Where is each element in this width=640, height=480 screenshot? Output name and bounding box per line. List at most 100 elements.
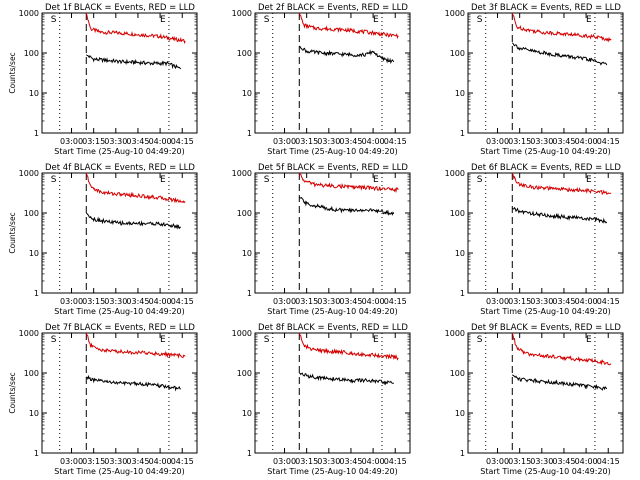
y-tick-label: 10 xyxy=(242,249,252,258)
x-tick-label: 03:45 xyxy=(339,457,362,466)
y-tick-label: 1000 xyxy=(445,9,465,18)
plot-frame xyxy=(41,12,198,134)
x-tick-label: 03:15 xyxy=(295,137,318,146)
marker-label: E xyxy=(373,175,379,185)
y-tick-label: 100 xyxy=(237,369,252,378)
detector-panel-6: Det 6f BLACK = Events, RED = LLD 1 10 100 10… xyxy=(445,163,624,316)
x-tick-label: 04:00 xyxy=(362,137,385,146)
detector-panel-2: Det 2f BLACK = Events, RED = LLD 1 10 100 10… xyxy=(232,3,411,156)
x-tick-label: 03:30 xyxy=(104,137,127,146)
x-tick-label: 04:00 xyxy=(575,137,598,146)
x-tick-label: 03:30 xyxy=(530,457,553,466)
detector-panel-9: Det 9f BLACK = Events, RED = LLD 1 10 100 10… xyxy=(445,323,624,476)
lld-series-line xyxy=(85,172,186,204)
x-tick-label: 04:15 xyxy=(171,137,194,146)
marker-label: E xyxy=(160,175,166,185)
plot-frame xyxy=(254,172,411,294)
y-tick-label: 1 xyxy=(247,129,252,138)
x-tick-label: 04:00 xyxy=(575,297,598,306)
lld-series-line xyxy=(511,172,612,196)
detector-panel-3: Det 3f BLACK = Events, RED = LLD 1 10 100 10… xyxy=(445,3,624,156)
marker-label: S xyxy=(477,335,483,345)
x-tick-label: 03:30 xyxy=(104,457,127,466)
events-series-line xyxy=(512,374,608,391)
x-axis-label: Start Time (25-Aug-10 04:49:20) xyxy=(54,307,185,316)
x-tick-label: 03:30 xyxy=(104,297,127,306)
y-axis-label: Counts/sec xyxy=(8,212,17,253)
x-axis-label: Start Time (25-Aug-10 04:49:20) xyxy=(480,307,611,316)
y-tick-label: 1000 xyxy=(19,329,39,338)
y-tick-label: 10 xyxy=(242,409,252,418)
x-tick-label: 03:15 xyxy=(508,137,531,146)
plot-frame xyxy=(254,332,411,454)
y-tick-label: 100 xyxy=(24,209,39,218)
detector-panel-8: Det 8f BLACK = Events, RED = LLD 1 10 100 10… xyxy=(232,323,411,476)
x-tick-label: 04:15 xyxy=(597,297,620,306)
x-tick-label: 03:00 xyxy=(60,137,83,146)
x-tick-label: 04:00 xyxy=(149,457,172,466)
plot-frame xyxy=(467,332,624,454)
x-tick-label: 03:00 xyxy=(60,457,83,466)
x-tick-label: 03:30 xyxy=(530,137,553,146)
y-tick-label: 10 xyxy=(29,89,39,98)
marker-label: S xyxy=(51,15,57,25)
x-tick-label: 04:15 xyxy=(597,137,620,146)
x-tick-label: 03:00 xyxy=(273,457,296,466)
x-axis-label: Start Time (25-Aug-10 04:49:20) xyxy=(267,307,398,316)
y-tick-label: 1000 xyxy=(232,169,252,178)
y-tick-label: 100 xyxy=(24,49,39,58)
plot-frame xyxy=(41,332,198,454)
x-tick-label: 03:15 xyxy=(508,457,531,466)
plot-frame xyxy=(254,12,411,134)
y-tick-label: 1 xyxy=(460,449,465,458)
marker-label: S xyxy=(477,175,483,185)
y-tick-label: 10 xyxy=(455,89,465,98)
lld-series-line xyxy=(298,172,399,194)
y-tick-label: 100 xyxy=(450,369,465,378)
panel-title: Det 6f BLACK = Events, RED = LLD xyxy=(471,163,621,173)
y-tick-label: 100 xyxy=(237,49,252,58)
plot-frame xyxy=(467,172,624,294)
marker-label: E xyxy=(160,15,166,25)
x-tick-label: 03:00 xyxy=(60,297,83,306)
events-series-line xyxy=(299,372,394,386)
y-tick-label: 1 xyxy=(34,449,39,458)
plot-frame xyxy=(41,172,198,294)
x-tick-label: 04:15 xyxy=(171,457,194,466)
x-tick-label: 03:00 xyxy=(273,137,296,146)
y-tick-label: 10 xyxy=(29,409,39,418)
panel-title: Det 5f BLACK = Events, RED = LLD xyxy=(258,163,408,173)
x-tick-label: 03:30 xyxy=(317,457,340,466)
y-tick-label: 1 xyxy=(34,289,39,298)
x-tick-label: 03:15 xyxy=(82,137,105,146)
y-tick-label: 1 xyxy=(247,449,252,458)
x-tick-label: 03:15 xyxy=(82,457,105,466)
x-tick-label: 04:00 xyxy=(149,137,172,146)
events-series-line xyxy=(298,196,395,216)
lld-series-line xyxy=(298,12,399,40)
x-axis-label: Start Time (25-Aug-10 04:49:20) xyxy=(54,467,185,476)
x-tick-label: 03:15 xyxy=(508,297,531,306)
marker-label: S xyxy=(477,15,483,25)
y-tick-label: 1 xyxy=(460,129,465,138)
detector-panel-1: Det 1f BLACK = Events, RED = LLD 1 10 100 10… xyxy=(8,3,198,156)
y-tick-label: 100 xyxy=(450,209,465,218)
panel-title: Det 7f BLACK = Events, RED = LLD xyxy=(45,323,195,333)
x-axis-label: Start Time (25-Aug-10 04:49:20) xyxy=(267,467,398,476)
marker-label: E xyxy=(373,15,379,25)
events-series-line xyxy=(511,42,608,66)
y-tick-label: 10 xyxy=(29,249,39,258)
marker-label: S xyxy=(264,15,270,25)
y-axis-label: Counts/sec xyxy=(8,372,17,413)
panel-title: Det 4f BLACK = Events, RED = LLD xyxy=(45,163,195,173)
x-tick-label: 03:45 xyxy=(552,297,575,306)
marker-label: S xyxy=(264,175,270,185)
panel-title: Det 9f BLACK = Events, RED = LLD xyxy=(471,323,621,333)
marker-label: E xyxy=(160,335,166,345)
panel-title: Det 3f BLACK = Events, RED = LLD xyxy=(471,3,621,13)
marker-label: E xyxy=(373,335,379,345)
marker-label: S xyxy=(51,335,57,345)
y-tick-label: 1000 xyxy=(232,9,252,18)
y-tick-label: 1000 xyxy=(19,169,39,178)
